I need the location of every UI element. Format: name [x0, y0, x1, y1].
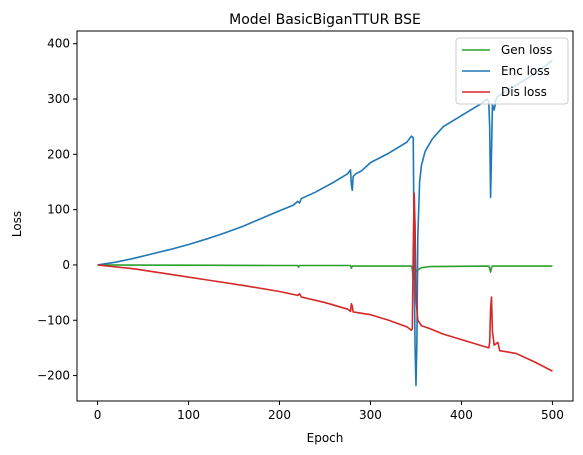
- y-tick-label: 200: [47, 147, 70, 161]
- x-axis-label: Epoch: [307, 431, 344, 445]
- y-tick-label: −100: [37, 313, 70, 327]
- axis-ticks: 0 100 200 300 400 500 −200 −100 0 100 200 300 400: [37, 37, 564, 422]
- x-tick-label: 100: [177, 408, 200, 422]
- y-tick-label: 400: [47, 37, 70, 51]
- y-tick-label: −200: [37, 369, 70, 383]
- y-axis-label: Loss: [10, 211, 24, 237]
- x-tick-label: 400: [450, 408, 473, 422]
- legend-label: Gen loss: [501, 43, 552, 57]
- y-tick-label: 0: [62, 258, 70, 272]
- series-line-dis-loss: [97, 192, 553, 372]
- series-line-enc-loss: [97, 59, 553, 387]
- legend-label: Dis loss: [501, 85, 547, 99]
- x-tick-label: 500: [541, 408, 564, 422]
- plot-frame: [76, 30, 574, 402]
- y-tick-label: 100: [47, 203, 70, 217]
- x-tick-label: 200: [268, 408, 291, 422]
- legend-label: Enc loss: [501, 64, 550, 78]
- legend-box: [455, 37, 569, 105]
- chart-title: Model BasicBiganTTUR BSE: [229, 12, 421, 28]
- x-tick-label: 0: [94, 408, 102, 422]
- legend: Gen loss Enc loss Dis loss: [455, 37, 569, 105]
- x-tick-label: 300: [359, 408, 382, 422]
- plot-area: [97, 59, 553, 387]
- y-tick-label: 300: [47, 92, 70, 106]
